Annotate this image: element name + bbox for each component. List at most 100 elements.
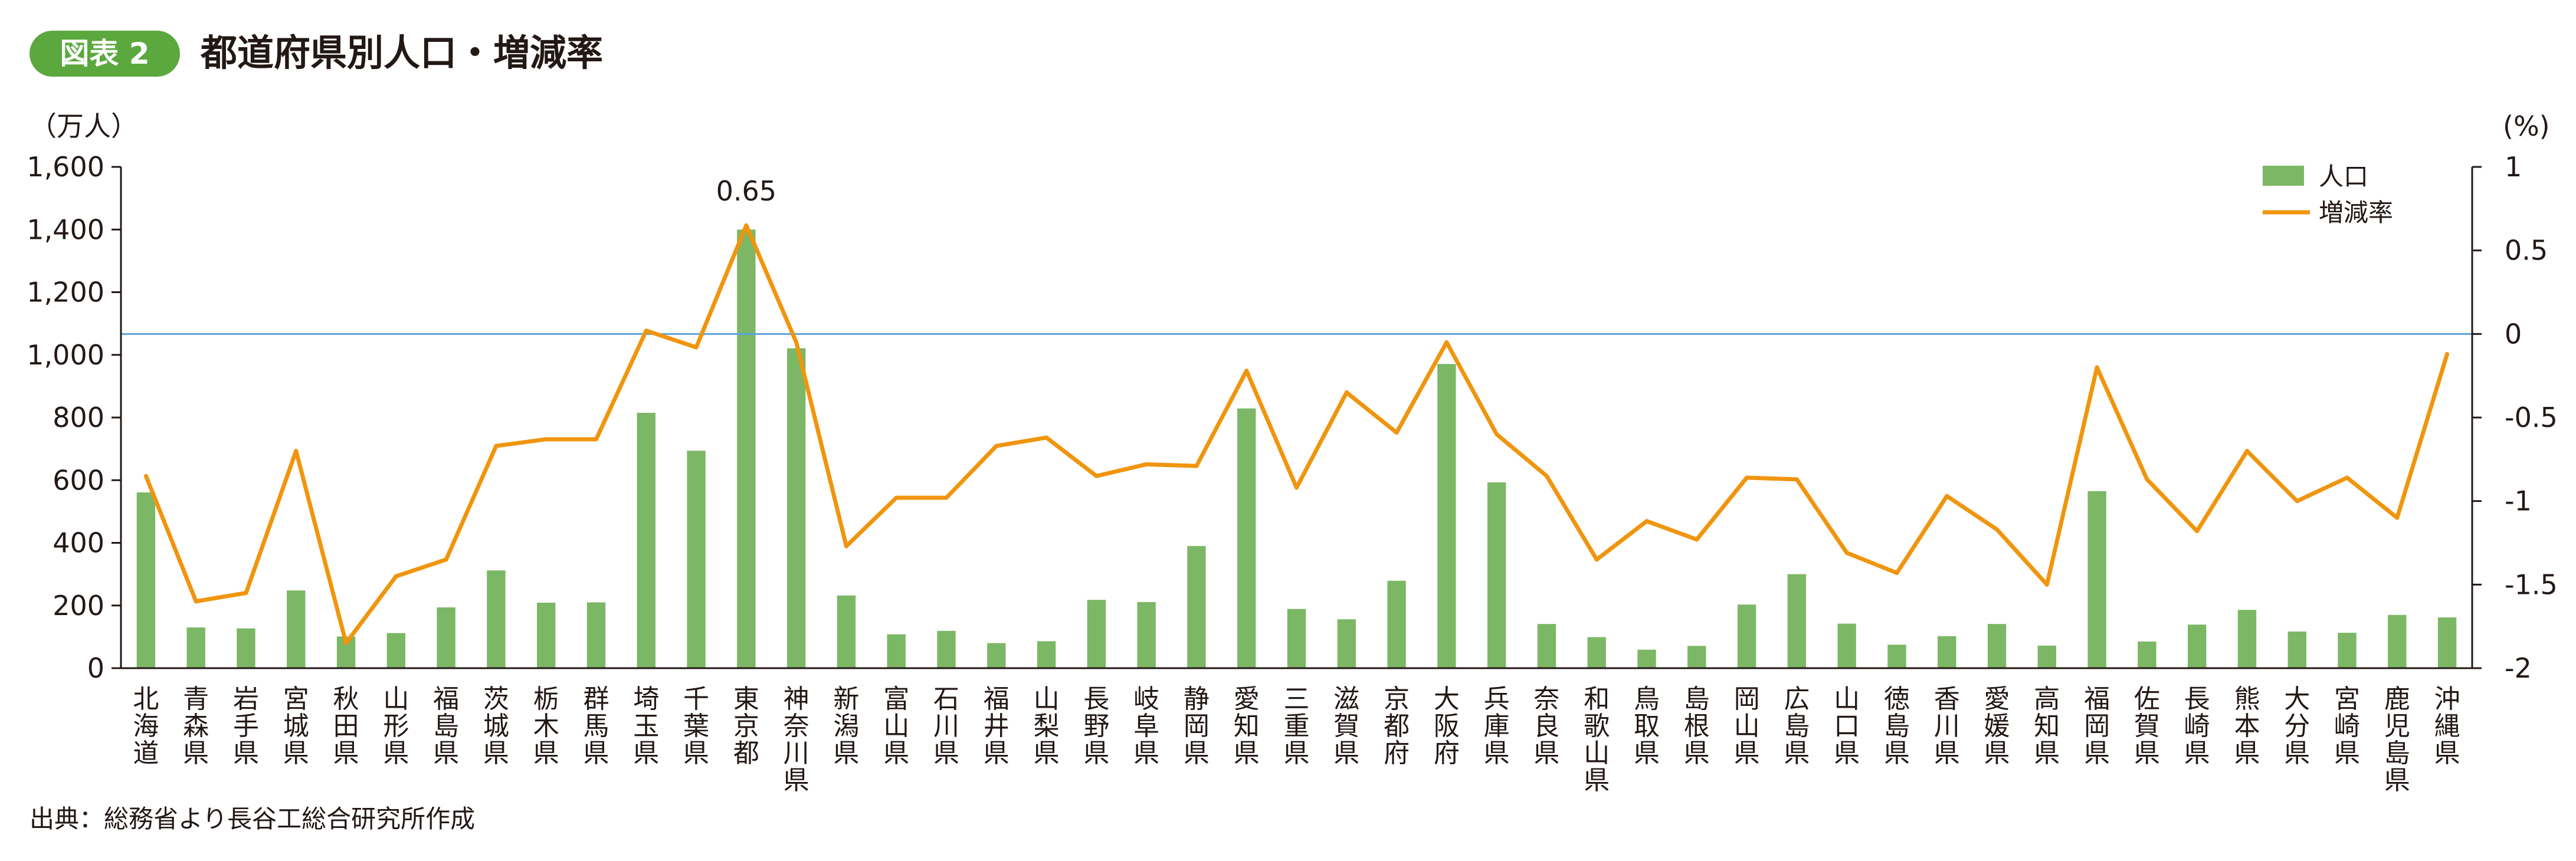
category-label: 埼玉県 xyxy=(633,684,659,768)
bar xyxy=(2338,632,2357,668)
category-label: 鹿児島県 xyxy=(2384,684,2410,796)
data-label: 0.65 xyxy=(716,175,776,207)
rate-point xyxy=(1194,464,1199,468)
right-tick-label: -0.5 xyxy=(2505,402,2558,433)
rate-point xyxy=(944,495,949,500)
category-label: 山形県 xyxy=(383,684,409,768)
legend-label-bar: 人口 xyxy=(2319,162,2368,191)
line-series-change-rate xyxy=(143,223,2450,645)
bar xyxy=(287,590,306,668)
bar xyxy=(2037,645,2056,668)
left-tick-label: 600 xyxy=(53,464,104,496)
rate-point xyxy=(194,599,198,604)
rate-point xyxy=(1594,557,1599,562)
left-tick-label: 400 xyxy=(53,527,104,559)
bar xyxy=(987,643,1006,668)
category-label: 和歌山県 xyxy=(1584,684,1610,796)
rate-point xyxy=(1844,551,1849,555)
rate-point xyxy=(1695,537,1699,542)
rate-point xyxy=(1144,462,1149,466)
rate-point xyxy=(594,437,598,442)
right-tick-label: 1 xyxy=(2505,151,2522,183)
rate-point xyxy=(444,557,448,562)
category-label: 島根県 xyxy=(1684,684,1710,768)
rate-point xyxy=(1895,571,1899,575)
left-tick-label: 800 xyxy=(53,402,104,433)
bar xyxy=(687,451,706,668)
rate-point xyxy=(344,641,349,645)
right-tick-label: -1 xyxy=(2505,485,2532,517)
left-tick-label: 1,400 xyxy=(27,213,104,245)
rate-point xyxy=(244,591,248,595)
category-label: 京都府 xyxy=(1384,684,1410,768)
category-label: 愛知県 xyxy=(1234,684,1260,768)
category-label: 愛媛県 xyxy=(1984,684,2010,768)
category-label: 青森県 xyxy=(183,684,209,768)
rate-point xyxy=(2295,499,2299,504)
category-label: 滋賀県 xyxy=(1333,684,1359,768)
category-label: 富山県 xyxy=(883,684,909,768)
rate-point xyxy=(2044,582,2049,587)
bar xyxy=(2287,631,2306,668)
bar xyxy=(737,229,756,668)
left-axis-unit: （万人） xyxy=(30,110,138,142)
bar xyxy=(2087,491,2106,668)
bar xyxy=(837,595,856,668)
bar xyxy=(637,413,656,668)
category-label: 奈良県 xyxy=(1533,684,1559,768)
bar-series-population xyxy=(136,229,2457,668)
category-label: 栃木県 xyxy=(533,684,559,768)
bar xyxy=(2187,625,2207,668)
source-note: 出典：総務省より長谷工総合研究所作成 xyxy=(30,804,476,833)
category-label: 新潟県 xyxy=(833,684,859,768)
bar xyxy=(237,628,255,668)
bar xyxy=(2437,617,2457,668)
bar xyxy=(1637,649,1656,668)
category-label: 千葉県 xyxy=(683,684,709,768)
rate-point xyxy=(794,340,799,344)
category-label: 福岡県 xyxy=(2084,684,2110,768)
rate-point xyxy=(1044,435,1049,440)
left-tick-label: 0 xyxy=(87,652,104,684)
category-label: 熊本県 xyxy=(2234,684,2260,768)
right-axis-unit: (%) xyxy=(2503,110,2550,142)
right-tick-label: -1.5 xyxy=(2505,568,2558,600)
legend-label-line: 増減率 xyxy=(2319,198,2393,227)
left-tick-label: 200 xyxy=(53,590,104,622)
bar xyxy=(1887,645,1906,668)
bar xyxy=(1787,574,1807,668)
category-label: 高知県 xyxy=(2034,684,2060,768)
rate-point xyxy=(1094,474,1099,478)
category-label: 長崎県 xyxy=(2184,684,2210,768)
rate-point xyxy=(1745,475,1749,480)
bar xyxy=(1087,600,1106,668)
rate-point xyxy=(2345,475,2349,480)
rate-point xyxy=(394,574,398,579)
bar xyxy=(937,630,956,668)
category-label: 静岡県 xyxy=(1184,684,1210,768)
bar xyxy=(1437,364,1456,668)
category-label: 群馬県 xyxy=(583,684,609,768)
rate-point xyxy=(1544,474,1549,478)
bar xyxy=(487,570,506,668)
chart-title: 都道府県別人口・増減率 xyxy=(201,31,604,74)
left-tick-label: 1,600 xyxy=(27,151,104,183)
bar xyxy=(1187,545,1206,668)
rate-point xyxy=(494,443,499,448)
bar xyxy=(1938,636,1956,668)
rate-point xyxy=(2445,351,2450,356)
bar xyxy=(1137,602,1156,668)
rate-point xyxy=(1495,432,1499,436)
bar xyxy=(1537,624,1556,668)
category-label: 秋田県 xyxy=(333,684,359,768)
rate-point xyxy=(1394,431,1399,435)
rate-point xyxy=(2395,515,2400,520)
rate-point xyxy=(644,328,648,333)
bar xyxy=(1387,580,1406,668)
category-label: 山梨県 xyxy=(1034,684,1060,768)
bar xyxy=(1837,623,1856,668)
category-label: 石川県 xyxy=(933,684,959,768)
category-label: 鳥取県 xyxy=(1634,684,1660,768)
rate-point xyxy=(1444,340,1449,344)
